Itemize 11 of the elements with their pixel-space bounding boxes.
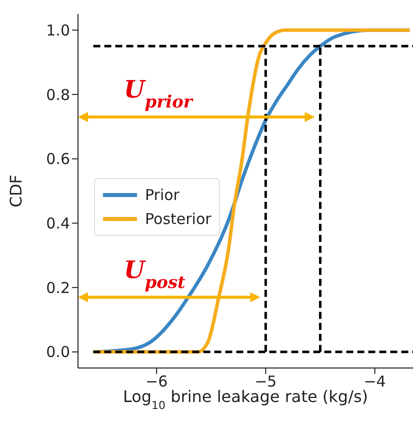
annotation: U$_{post}$ [124,254,186,293]
y-tick-label: 0.6 [46,150,70,168]
y-tick-label: 0.2 [46,278,70,297]
legend-label: Prior [145,185,180,206]
y-axis-title: CDF [6,174,26,208]
y-tick-label: 1.0 [46,21,70,40]
legend-label: Posterior [145,209,212,230]
y-tick-label: 0.0 [46,343,70,362]
y-tick-label: 0.4 [46,214,70,233]
y-tick-label: 0.8 [46,86,70,104]
annotation: U$_{prior}$ [124,74,194,113]
